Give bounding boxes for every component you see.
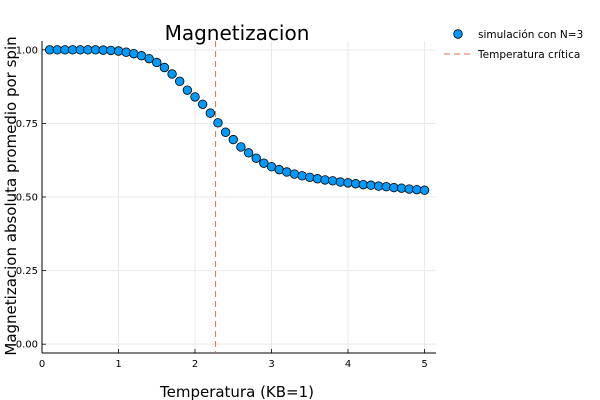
legend: simulación con N=3 Temperatura crítica xyxy=(444,29,583,61)
data-point xyxy=(205,108,216,118)
data-point xyxy=(396,183,407,193)
data-point xyxy=(113,46,124,56)
legend-label-simulation: simulación con N=3 xyxy=(478,29,583,41)
data-point xyxy=(289,169,300,179)
data-point xyxy=(335,177,346,187)
y-tick-label: 0.00 xyxy=(16,340,38,351)
y-tick-label: 0.50 xyxy=(16,193,38,204)
data-point xyxy=(144,53,154,64)
data-point xyxy=(159,62,170,73)
data-point xyxy=(129,48,139,59)
x-tick-label: 1 xyxy=(115,359,121,370)
data-point xyxy=(305,172,315,182)
data-point xyxy=(121,47,131,57)
data-point xyxy=(259,158,269,168)
data-point xyxy=(419,185,430,195)
legend-marker-simulation xyxy=(453,29,463,39)
data-point xyxy=(190,92,200,102)
legend-label-critical-temperature: Temperatura crítica xyxy=(477,49,580,61)
y-tick-label: 0.25 xyxy=(16,266,38,277)
data-point xyxy=(175,76,185,87)
data-point xyxy=(197,99,208,109)
data-point xyxy=(182,85,193,95)
data-point xyxy=(320,175,330,185)
data-point xyxy=(236,142,246,152)
x-axis-label: Temperatura (KB=1) xyxy=(159,383,314,400)
data-point xyxy=(312,174,323,184)
data-point xyxy=(251,153,261,163)
data-point xyxy=(297,171,307,181)
data-point xyxy=(152,57,162,68)
y-axis-label: Magnetizacion absoluta promedio por spin xyxy=(2,36,20,355)
data-point xyxy=(167,69,177,79)
data-point xyxy=(282,167,292,177)
x-tick-label: 5 xyxy=(421,359,427,370)
series-layer xyxy=(44,41,430,353)
data-point xyxy=(350,179,361,189)
x-tick-label: 4 xyxy=(345,359,351,370)
data-point xyxy=(213,118,223,128)
y-tick-label: 0.75 xyxy=(16,119,38,130)
y-tick-label: 1.00 xyxy=(16,45,38,56)
data-point xyxy=(328,176,338,186)
data-point xyxy=(343,178,353,188)
chart-title: Magnetizacion xyxy=(165,21,310,45)
data-point xyxy=(228,134,238,145)
x-tick-label: 2 xyxy=(192,359,198,370)
x-tick-label: 3 xyxy=(268,359,274,370)
x-tick-label: 0 xyxy=(39,359,45,370)
data-point xyxy=(220,127,231,137)
data-point xyxy=(243,148,254,158)
data-point xyxy=(366,180,376,190)
ticks-layer: 0 1 2 3 4 5 0.00 0.25 0.50 0.75 1.00 xyxy=(16,45,428,370)
grid-layer xyxy=(41,41,436,353)
data-point xyxy=(381,181,391,192)
